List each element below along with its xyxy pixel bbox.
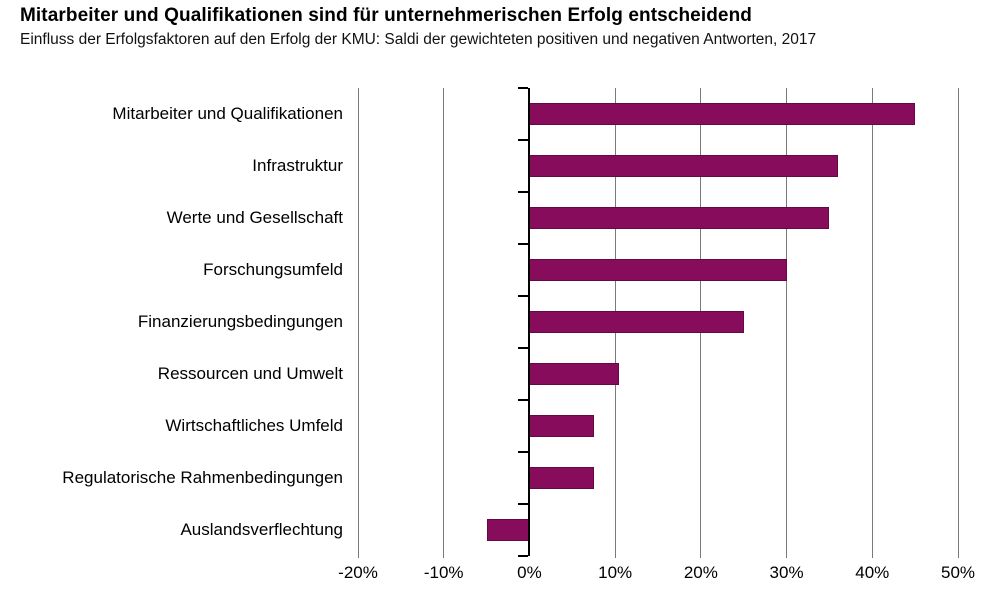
x-axis-tick-label: -20%	[338, 563, 378, 582]
chart-title: Mitarbeiter und Qualifikationen sind für…	[20, 5, 753, 26]
x-axis-tick-label: 0%	[517, 563, 542, 582]
x-axis-tick-label: 30%	[769, 563, 804, 582]
bar	[529, 363, 620, 385]
x-axis-tick-label: 20%	[683, 563, 718, 582]
axis-tick	[518, 399, 529, 401]
axis-tick	[518, 243, 529, 245]
bar	[529, 259, 787, 281]
category-label: Werte und Gesellschaft	[166, 208, 343, 227]
axis-tick	[518, 87, 529, 89]
x-axis-tick-label: 50%	[940, 563, 976, 582]
bar	[529, 207, 830, 229]
category-label: Wirtschaftliches Umfeld	[165, 416, 343, 435]
bar	[529, 311, 744, 333]
bar	[529, 103, 916, 125]
category-label: Finanzierungsbedingungen	[137, 312, 343, 331]
x-axis-tick-label: 40%	[855, 563, 890, 582]
category-label: Forschungsumfeld	[203, 260, 343, 279]
zero-axis-line	[528, 88, 531, 556]
axis-tick	[518, 139, 529, 141]
gridline	[957, 88, 959, 558]
bar	[529, 155, 838, 177]
category-label: Auslandsverflechtung	[180, 520, 343, 539]
gridline	[786, 88, 788, 558]
bar	[529, 415, 594, 437]
gridline	[443, 88, 445, 558]
category-label: Regulatorische Rahmenbedingungen	[62, 468, 343, 487]
category-label: Ressourcen und Umwelt	[157, 364, 343, 383]
axis-tick	[518, 555, 529, 557]
axis-tick	[518, 347, 529, 349]
axis-tick	[518, 191, 529, 193]
gridline	[871, 88, 873, 558]
chart-subtitle: Einfluss der Erfolgsfaktoren auf den Erf…	[20, 31, 817, 48]
axis-tick	[518, 503, 529, 505]
category-label: Mitarbeiter und Qualifikationen	[112, 104, 343, 123]
gridline	[357, 88, 359, 558]
x-axis-tick-label: 10%	[598, 563, 633, 582]
bar	[486, 519, 530, 541]
axis-tick	[518, 295, 529, 297]
category-label: Infrastruktur	[252, 156, 343, 175]
bar	[529, 467, 594, 489]
axis-tick	[518, 451, 529, 453]
x-axis-tick-label: -10%	[423, 563, 464, 582]
